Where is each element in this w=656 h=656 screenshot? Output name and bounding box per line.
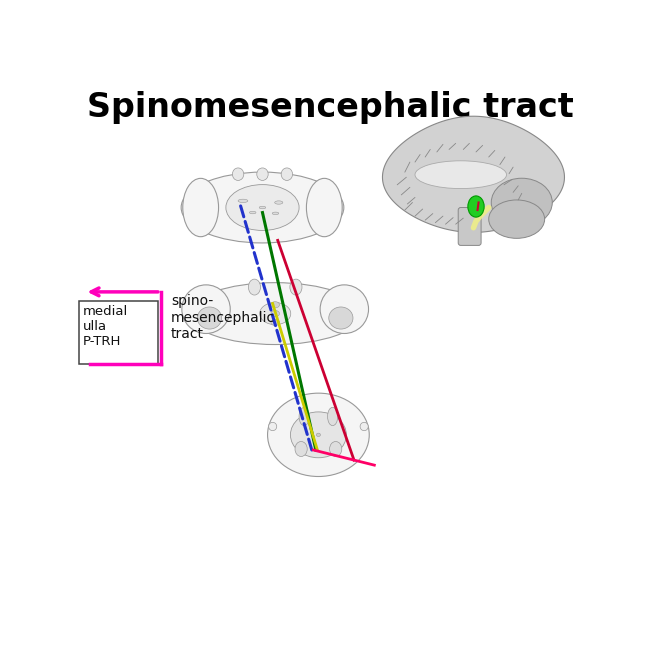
Ellipse shape xyxy=(291,412,346,458)
Ellipse shape xyxy=(249,279,260,295)
Ellipse shape xyxy=(238,199,248,203)
Ellipse shape xyxy=(249,211,256,214)
Ellipse shape xyxy=(197,307,222,329)
Polygon shape xyxy=(382,116,564,232)
Ellipse shape xyxy=(183,178,218,237)
Ellipse shape xyxy=(320,285,369,333)
Ellipse shape xyxy=(272,212,279,215)
Ellipse shape xyxy=(271,310,279,317)
Text: medial
ulla
P-TRH: medial ulla P-TRH xyxy=(83,304,129,348)
Ellipse shape xyxy=(316,433,320,436)
Ellipse shape xyxy=(271,319,279,325)
Ellipse shape xyxy=(491,178,552,227)
Ellipse shape xyxy=(468,196,484,217)
Ellipse shape xyxy=(299,407,309,426)
Ellipse shape xyxy=(329,307,353,329)
Ellipse shape xyxy=(295,441,307,457)
Ellipse shape xyxy=(268,422,277,430)
Ellipse shape xyxy=(290,279,302,295)
Ellipse shape xyxy=(182,285,230,333)
Ellipse shape xyxy=(281,168,293,180)
Ellipse shape xyxy=(275,201,283,204)
Ellipse shape xyxy=(268,393,369,476)
Text: Spinomesencephalic tract: Spinomesencephalic tract xyxy=(87,91,574,125)
Ellipse shape xyxy=(327,407,338,426)
Ellipse shape xyxy=(226,184,299,230)
Ellipse shape xyxy=(260,302,291,325)
Ellipse shape xyxy=(329,441,342,457)
Ellipse shape xyxy=(271,302,279,308)
Ellipse shape xyxy=(415,161,506,188)
Ellipse shape xyxy=(360,422,368,430)
Ellipse shape xyxy=(306,178,342,237)
Ellipse shape xyxy=(256,168,268,180)
Ellipse shape xyxy=(489,200,544,238)
FancyBboxPatch shape xyxy=(458,207,481,245)
Ellipse shape xyxy=(232,168,244,180)
Text: spino-
mesencephalic
tract: spino- mesencephalic tract xyxy=(171,295,275,341)
Ellipse shape xyxy=(181,172,344,243)
Ellipse shape xyxy=(189,283,361,344)
Bar xyxy=(79,301,158,364)
Ellipse shape xyxy=(259,206,266,209)
